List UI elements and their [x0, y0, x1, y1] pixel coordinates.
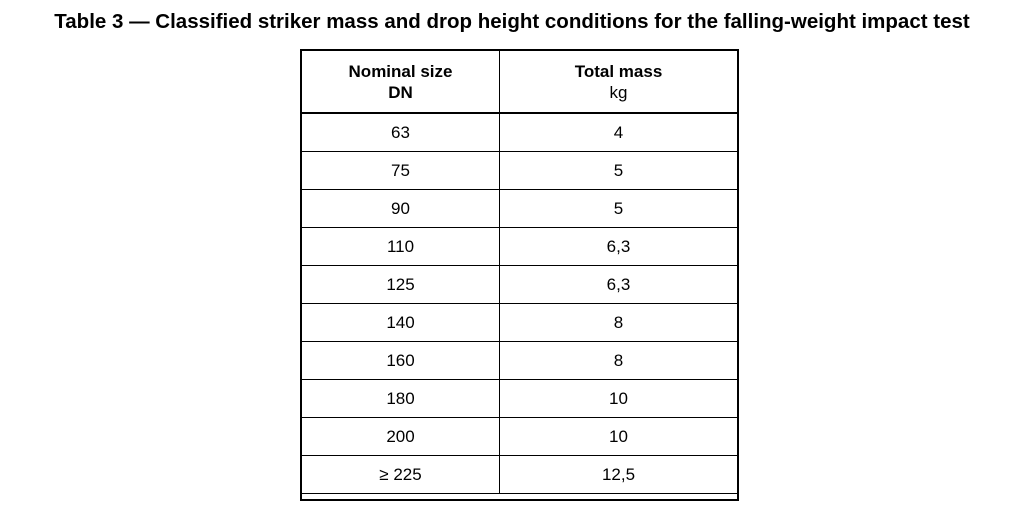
cell-total-mass: 5 — [499, 151, 738, 190]
cell-total-mass: 6,3 — [499, 265, 738, 304]
cell-total-mass: 8 — [499, 303, 738, 342]
cell-total-mass: 12,5 — [499, 455, 738, 494]
table-row: 110 6,3 — [301, 227, 738, 266]
cell-nominal-size: 160 — [301, 341, 500, 380]
cell-nominal-size: 140 — [301, 303, 500, 342]
header-nominal-size-unit: DN — [388, 82, 413, 102]
table-row: 140 8 — [301, 303, 738, 342]
header-row: Nominal size DN Total mass kg — [301, 50, 738, 114]
striker-mass-table: Nominal size DN Total mass kg 63 4 75 5 … — [301, 50, 738, 494]
header-total-mass: Total mass kg — [499, 50, 738, 114]
table-row: 63 4 — [301, 112, 738, 152]
header-nominal-size: Nominal size DN — [301, 50, 500, 114]
table-caption: Table 3 — Classified striker mass and dr… — [54, 10, 970, 33]
cell-nominal-size: 125 — [301, 265, 500, 304]
cell-total-mass: 8 — [499, 341, 738, 380]
table-row: 125 6,3 — [301, 265, 738, 304]
table-body: 63 4 75 5 90 5 110 6,3 125 6,3 140 8 160… — [301, 112, 738, 494]
header-total-mass-label: Total mass — [574, 61, 663, 81]
cell-total-mass: 6,3 — [499, 227, 738, 266]
cell-nominal-size: 75 — [301, 151, 500, 190]
table-row: ≥ 225 12,5 — [301, 455, 738, 494]
cell-nominal-size: ≥ 225 — [301, 455, 500, 494]
cell-total-mass: 4 — [499, 112, 738, 152]
header-total-mass-unit: kg — [609, 82, 628, 102]
header-nominal-size-label: Nominal size — [348, 61, 453, 81]
table-row: 90 5 — [301, 189, 738, 228]
cell-total-mass: 5 — [499, 189, 738, 228]
cell-nominal-size: 63 — [301, 112, 500, 152]
table-row: 200 10 — [301, 417, 738, 456]
cell-total-mass: 10 — [499, 417, 738, 456]
table-header: Nominal size DN Total mass kg — [301, 50, 738, 114]
cell-nominal-size: 110 — [301, 227, 500, 266]
cell-nominal-size: 90 — [301, 189, 500, 228]
cell-total-mass: 10 — [499, 379, 738, 418]
cell-nominal-size: 180 — [301, 379, 500, 418]
table-row: 75 5 — [301, 151, 738, 190]
cell-nominal-size: 200 — [301, 417, 500, 456]
table-row: 160 8 — [301, 341, 738, 380]
table-row: 180 10 — [301, 379, 738, 418]
